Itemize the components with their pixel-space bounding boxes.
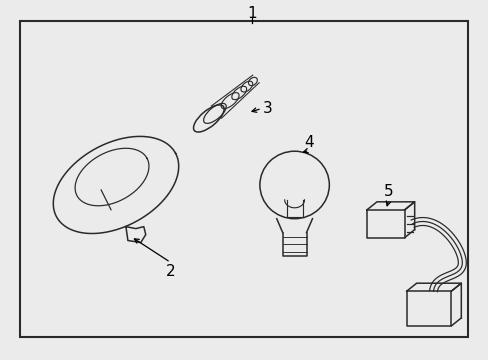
Text: 1: 1 [246,6,256,21]
FancyBboxPatch shape [20,21,468,337]
Text: 5: 5 [383,184,393,199]
Text: 4: 4 [304,135,314,150]
Text: 2: 2 [165,264,175,279]
Text: 3: 3 [263,101,272,116]
